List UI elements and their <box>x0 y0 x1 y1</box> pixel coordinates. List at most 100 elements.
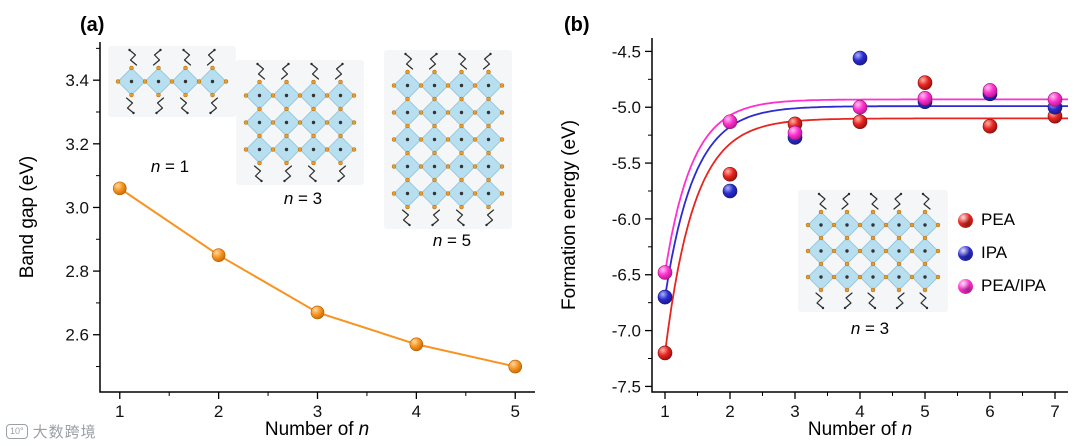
organic-chain-icon <box>310 63 320 80</box>
chain-end-dot <box>155 111 158 115</box>
organic-chain-icon <box>893 193 902 210</box>
legend-marker-pea <box>958 212 973 228</box>
halide-atom-icon <box>896 287 902 293</box>
organic-chain-icon <box>280 63 290 80</box>
organic-chain-icon <box>841 193 850 210</box>
halide-atom-icon <box>257 133 262 139</box>
crystal-structure-inset <box>108 46 236 117</box>
halide-atom-icon <box>129 92 134 98</box>
x-tick-label: 3 <box>313 402 322 421</box>
halide-atom-icon <box>210 65 215 71</box>
x-tick-label: 5 <box>920 402 929 421</box>
metal-atom-icon <box>459 164 464 169</box>
metal-atom-icon <box>432 137 437 142</box>
panel-b-x-axis-title: Number of n <box>808 419 912 441</box>
panel-a-x-axis-title: Number of n <box>265 419 369 441</box>
halide-atom-icon <box>459 204 464 210</box>
halide-atom-icon <box>115 79 121 84</box>
organic-chain-icon <box>209 97 219 114</box>
inset-label-text: = 3 <box>860 319 890 338</box>
chain-end-dot <box>128 48 131 52</box>
halide-atom-icon <box>870 235 876 241</box>
halide-atom-icon <box>844 287 850 293</box>
metal-atom-icon <box>405 110 410 115</box>
halide-atom-icon <box>351 120 357 125</box>
chain-end-dot <box>847 192 851 196</box>
organic-chain-icon <box>334 63 344 80</box>
legend-item-pea-ipa: PEA/IPA <box>958 276 1046 296</box>
halide-atom-icon <box>922 287 928 293</box>
halide-atom-icon <box>857 222 863 228</box>
metal-atom-icon <box>845 223 849 227</box>
metal-atom-icon <box>819 275 823 279</box>
metal-atom-icon <box>405 191 410 196</box>
inset-label-n3-b: n = 3 <box>851 319 889 339</box>
inset-label-text: = 5 <box>442 231 472 250</box>
halide-atom-icon <box>418 110 424 115</box>
chain-end-dot <box>159 48 162 52</box>
metal-atom-icon <box>432 83 437 88</box>
organic-chain-icon <box>458 53 468 70</box>
halide-atom-icon <box>432 69 437 75</box>
data-point-PEA <box>852 114 868 130</box>
halide-atom-icon <box>805 222 811 228</box>
data-point-band-gap <box>508 359 523 374</box>
x-tick-label: 4 <box>855 402 864 421</box>
halide-atom-icon <box>405 150 410 156</box>
inset-label-n3: n = 3 <box>284 189 322 209</box>
halide-atom-icon <box>223 79 229 84</box>
watermark-text: 大数跨境 <box>32 424 97 441</box>
legend-marker-pea-ipa <box>958 278 973 294</box>
metal-atom-icon <box>845 249 849 253</box>
chain-end-dot <box>337 179 340 183</box>
halide-atom-icon <box>805 248 811 254</box>
panel-a-label: (a) <box>80 14 105 36</box>
halide-atom-icon <box>297 120 303 125</box>
metal-atom-icon <box>432 110 437 115</box>
panel-band-gap: 1 2 3 4 5 2.6 2.8 3.0 3.2 3.4 (a) Band gap (eV) N… <box>17 14 535 441</box>
x-axis-title-variable: n <box>901 419 913 440</box>
halide-atom-icon <box>844 235 850 241</box>
y-tick-label: -7.0 <box>612 322 641 341</box>
metal-atom-icon <box>819 249 823 253</box>
data-point-band-gap <box>211 248 226 262</box>
halide-atom-icon <box>183 65 188 71</box>
halide-atom-icon <box>196 79 202 84</box>
halide-atom-icon <box>257 160 262 166</box>
halide-atom-icon <box>391 191 397 196</box>
organic-chain-icon <box>404 53 414 70</box>
halide-atom-icon <box>486 150 491 156</box>
metal-atom-icon <box>311 93 316 98</box>
metal-atom-icon <box>432 191 437 196</box>
organic-chain-icon <box>182 49 192 66</box>
chain-end-dot <box>435 52 438 56</box>
halide-atom-icon <box>896 261 902 267</box>
x-tick-label: 6 <box>985 402 994 421</box>
x-tick-label: 3 <box>790 402 799 421</box>
halide-atom-icon <box>818 287 824 293</box>
metal-atom-icon <box>923 223 927 227</box>
chain-end-dot <box>921 192 925 196</box>
organic-chain-icon <box>919 292 928 309</box>
crystal-structure-inset <box>236 60 364 185</box>
halide-atom-icon <box>818 261 824 267</box>
halide-atom-icon <box>499 110 505 115</box>
halide-atom-icon <box>432 204 437 210</box>
halide-atom-icon <box>257 106 262 112</box>
y-tick-label: -7.5 <box>612 377 641 396</box>
metal-atom-icon <box>129 79 134 84</box>
halide-atom-icon <box>129 65 134 71</box>
data-point-PEA <box>917 75 933 90</box>
halide-atom-icon <box>338 79 343 85</box>
halide-atom-icon <box>844 209 850 215</box>
chain-end-dot <box>404 52 407 56</box>
chain-end-dot <box>489 52 492 56</box>
metal-atom-icon <box>459 83 464 88</box>
organic-chain-icon <box>307 165 317 182</box>
chain-end-dot <box>256 62 259 66</box>
metal-atom-icon <box>405 137 410 142</box>
halide-atom-icon <box>284 160 289 166</box>
halide-atom-icon <box>418 83 424 88</box>
organic-chain-icon <box>206 49 216 66</box>
